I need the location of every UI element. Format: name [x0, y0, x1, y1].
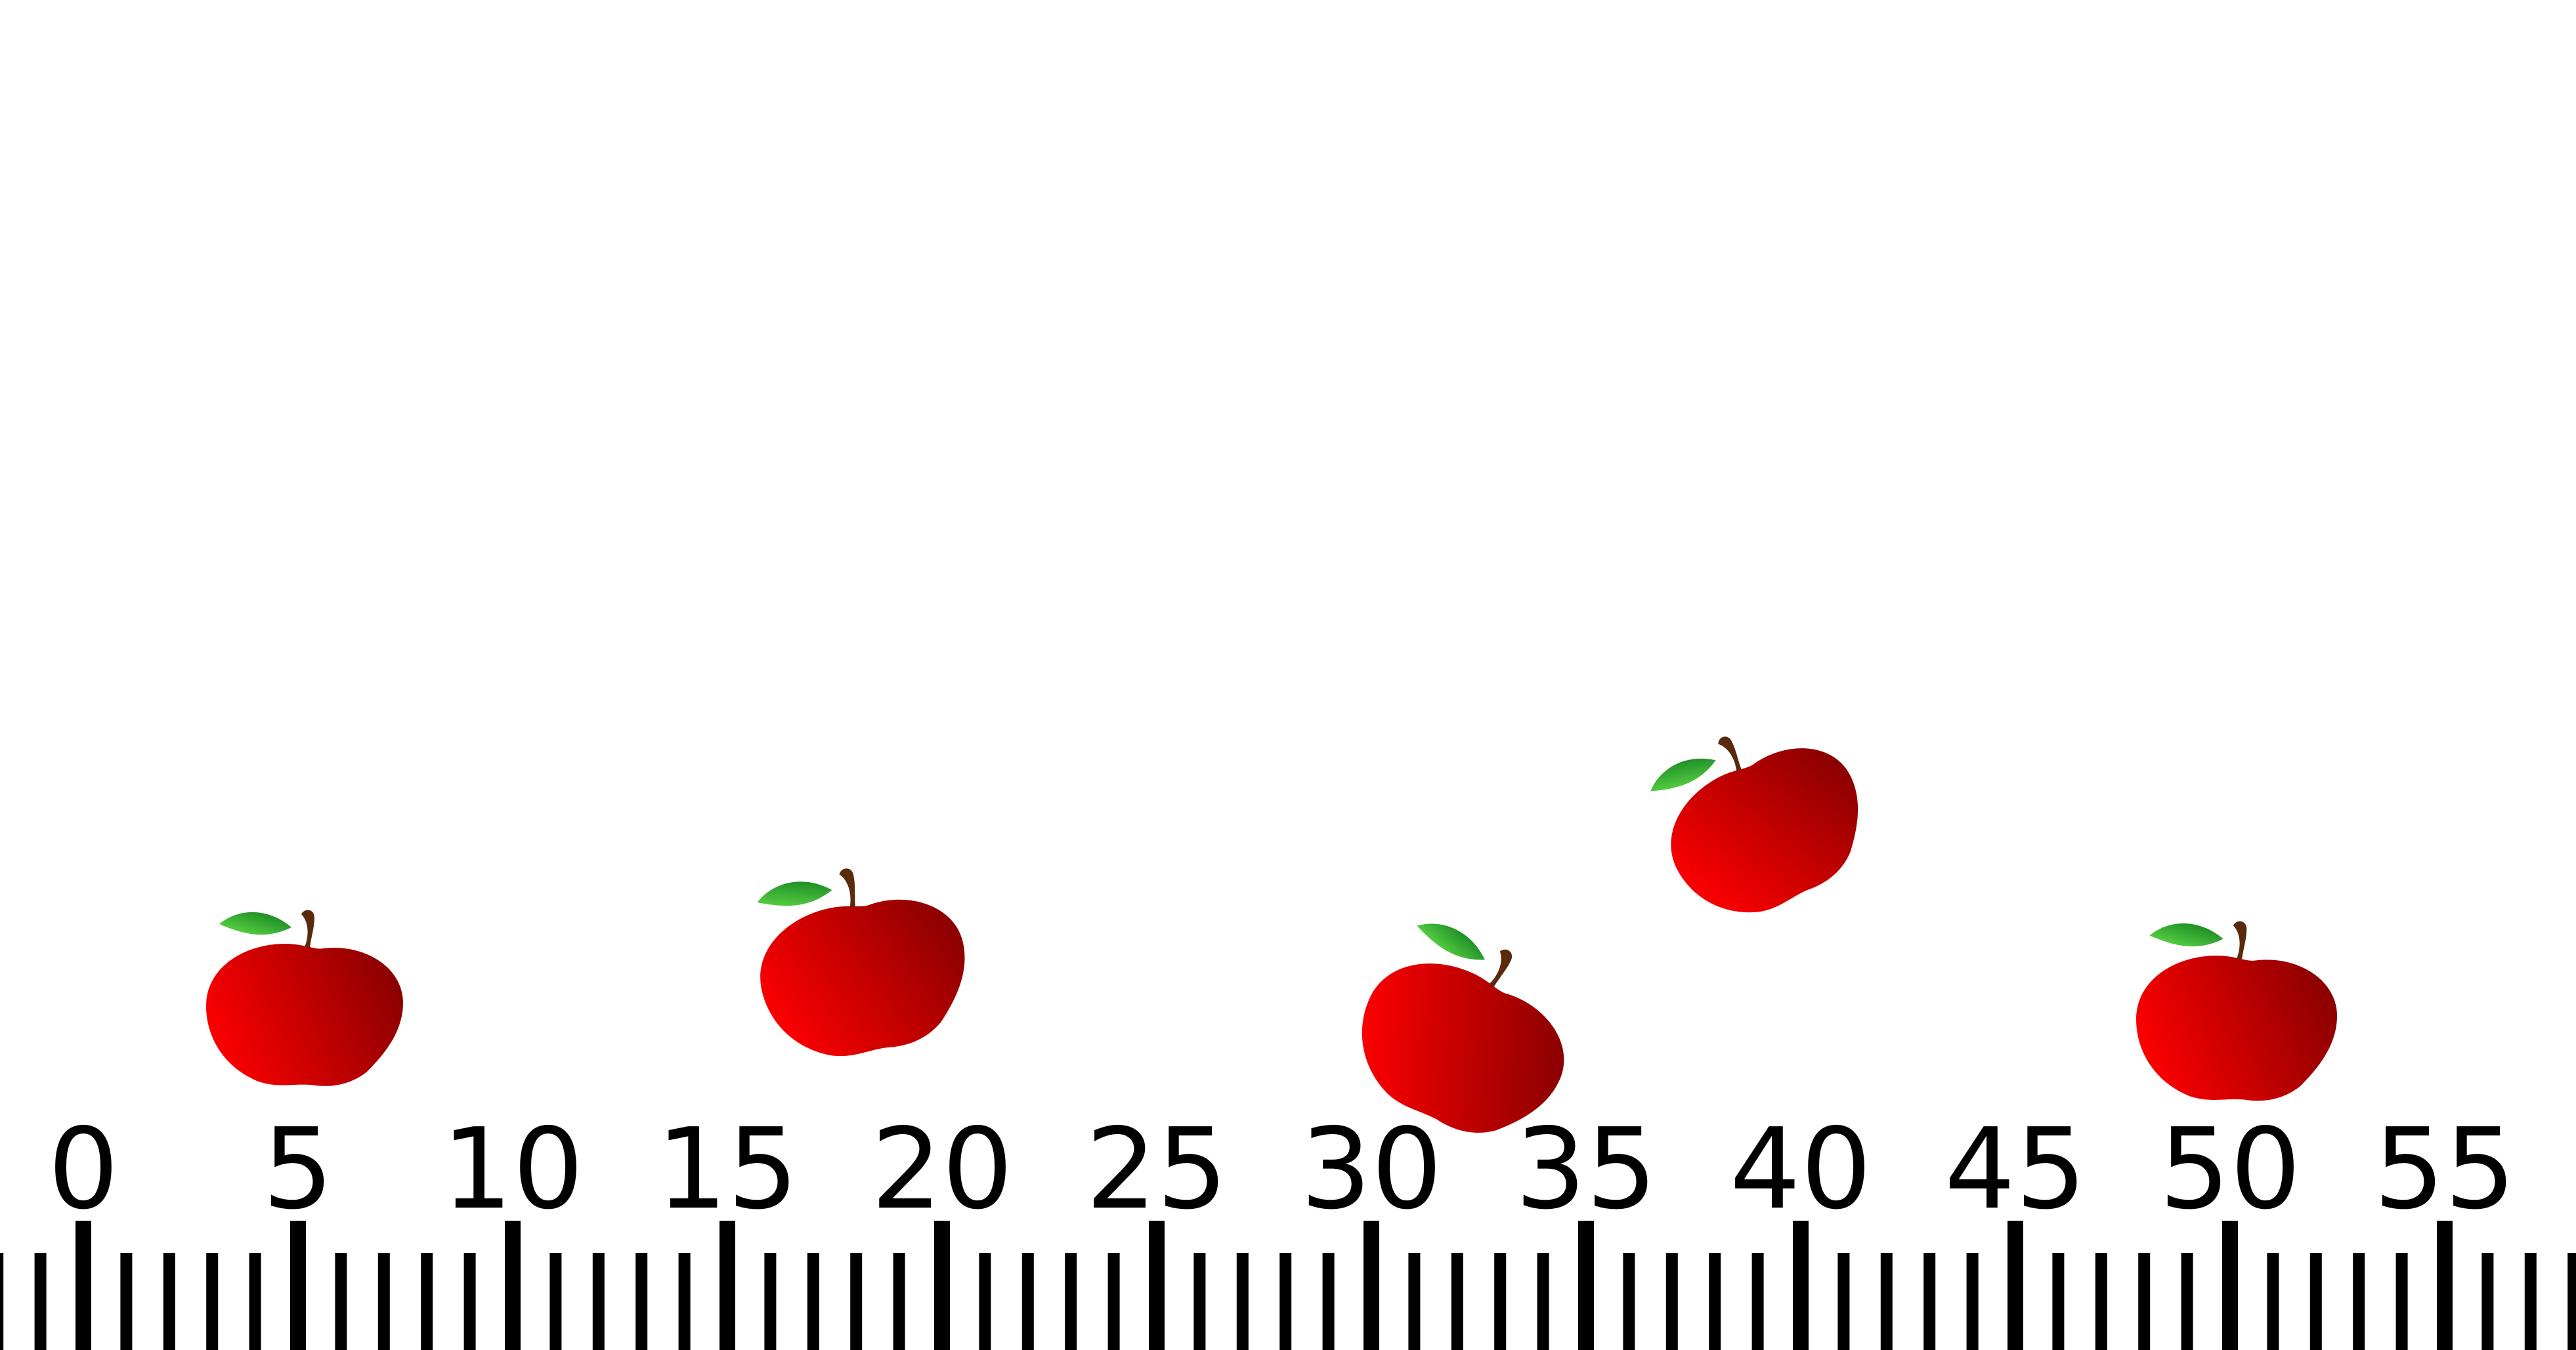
ruler-ticks [0, 1221, 2576, 1350]
ruler-major-tick [75, 1221, 91, 1350]
apple-icon [1362, 963, 1564, 1133]
ruler-minor-tick [120, 1253, 133, 1350]
ruler-minor-tick [2353, 1253, 2365, 1350]
ruler-major-tick [1578, 1221, 1594, 1350]
ruler-label: 30 [1300, 1105, 1442, 1234]
ruler-minor-tick [549, 1253, 562, 1350]
ruler-minor-tick [1923, 1253, 1936, 1350]
ruler-minor-tick [1623, 1253, 1635, 1350]
ruler-minor-tick [1966, 1253, 1979, 1350]
ruler-minor-tick [2395, 1253, 2408, 1350]
ruler-label: 55 [2374, 1105, 2516, 1234]
ruler-minor-tick [335, 1253, 347, 1350]
leaf-icon [1417, 923, 1485, 960]
ruler-minor-tick [34, 1253, 47, 1350]
ruler-minor-tick [1065, 1253, 1077, 1350]
apple-2 [757, 868, 965, 1057]
apple-3 [1362, 923, 1564, 1133]
ruler-label: 10 [442, 1105, 584, 1234]
ruler-minor-tick [1751, 1253, 1764, 1350]
ruler-minor-tick [2267, 1253, 2279, 1350]
ruler-minor-tick [807, 1253, 819, 1350]
apples-group [206, 736, 2337, 1133]
ruler-major-tick [719, 1221, 735, 1350]
apple-4 [1650, 736, 1858, 913]
apple-icon [760, 899, 965, 1057]
ruler-labels: 0 5 10 15 20 25 30 35 40 45 50 55 [48, 1105, 2516, 1234]
stem-icon [2233, 921, 2247, 960]
ruler-label: 20 [871, 1105, 1013, 1234]
ruler-minor-tick [2138, 1253, 2151, 1350]
ruler-minor-tick [1665, 1253, 1678, 1350]
ruler-minor-tick [1494, 1253, 1507, 1350]
ruler-minor-tick [592, 1253, 605, 1350]
ruler-minor-tick [2095, 1253, 2107, 1350]
ruler-minor-tick [850, 1253, 863, 1350]
leaf-icon [1650, 758, 1716, 791]
ruler-minor-tick [678, 1253, 691, 1350]
ruler-minor-tick [206, 1253, 219, 1350]
apple-5 [2136, 921, 2337, 1101]
apple-1 [206, 910, 403, 1086]
apple-icon [206, 944, 403, 1086]
ruler-minor-tick [1193, 1253, 1206, 1350]
ruler-minor-tick [2481, 1253, 2494, 1350]
ruler-label: 35 [1515, 1105, 1657, 1234]
ruler-minor-tick [421, 1253, 433, 1350]
ruler-label: 50 [2159, 1105, 2301, 1234]
ruler-minor-tick [2309, 1253, 2322, 1350]
ruler-label: 25 [1086, 1105, 1228, 1234]
leaf-icon [757, 881, 832, 906]
ruler-label: 0 [48, 1105, 119, 1234]
ruler-major-tick [1793, 1221, 1809, 1350]
ruler-minor-tick [249, 1253, 261, 1350]
ruler-major-tick [2437, 1221, 2453, 1350]
ruler-minor-tick [2567, 1253, 2576, 1350]
apple-icon [2136, 956, 2337, 1101]
ruler-minor-tick [1021, 1253, 1034, 1350]
ruler-minor-tick [163, 1253, 175, 1350]
ruler-major-tick [2007, 1221, 2023, 1350]
ruler-minor-tick [1236, 1253, 1249, 1350]
ruler-minor-tick [893, 1253, 905, 1350]
leaf-icon [219, 912, 291, 935]
ruler-minor-tick [377, 1253, 390, 1350]
ruler-minor-tick [1451, 1253, 1463, 1350]
stem-icon [1489, 949, 1513, 987]
ruler-minor-tick [1537, 1253, 1549, 1350]
ruler-minor-tick [1279, 1253, 1292, 1350]
ruler-major-tick [290, 1221, 306, 1350]
ruler-minor-tick [0, 1253, 4, 1350]
ruler-major-tick [2222, 1221, 2238, 1350]
ruler-major-tick [1363, 1221, 1379, 1350]
apple-icon [1671, 748, 1858, 913]
ruler-minor-tick [764, 1253, 777, 1350]
leaf-icon [2149, 923, 2223, 947]
ruler-minor-tick [2524, 1253, 2537, 1350]
ruler-minor-tick [1107, 1253, 1120, 1350]
ruler-minor-tick [1709, 1253, 1721, 1350]
ruler-minor-tick [1322, 1253, 1335, 1350]
ruler-major-tick [934, 1221, 950, 1350]
ruler-minor-tick [2052, 1253, 2065, 1350]
ruler-minor-tick [635, 1253, 648, 1350]
ruler-minor-tick [1408, 1253, 1421, 1350]
ruler-minor-tick [979, 1253, 991, 1350]
ruler: 0 5 10 15 20 25 30 35 40 45 50 55 [0, 1105, 2576, 1350]
ruler-label: 45 [1944, 1105, 2086, 1234]
ruler-label: 15 [656, 1105, 798, 1234]
stem-icon [839, 868, 855, 908]
ruler-minor-tick [2181, 1253, 2193, 1350]
ruler-minor-tick [1837, 1253, 1850, 1350]
ruler-major-tick [505, 1221, 521, 1350]
ruler-major-tick [1149, 1221, 1165, 1350]
stem-icon [301, 910, 314, 947]
ruler-label: 40 [1730, 1105, 1872, 1234]
ruler-label: 5 [263, 1105, 333, 1234]
stem-icon [1718, 736, 1742, 772]
ruler-minor-tick [463, 1253, 476, 1350]
ruler-minor-tick [1880, 1253, 1893, 1350]
